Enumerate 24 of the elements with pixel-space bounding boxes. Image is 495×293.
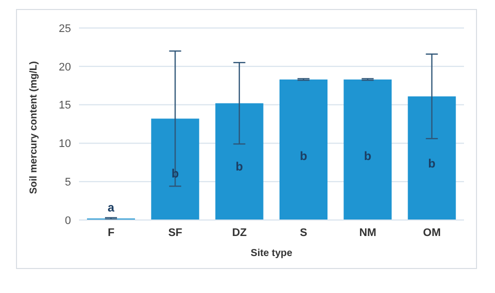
x-tick-label: S: [300, 226, 308, 239]
x-tick-label: NM: [359, 226, 376, 239]
annotation: b: [236, 160, 244, 174]
y-tick-label: 20: [58, 61, 71, 74]
bar: [151, 118, 200, 220]
x-tick-label: SF: [168, 226, 183, 239]
annotation: b: [428, 156, 436, 171]
x-axis-title: Site type: [250, 248, 293, 259]
bar: [344, 79, 392, 220]
y-tick-label: 0: [64, 214, 71, 227]
y-tick-label: 15: [58, 100, 71, 112]
x-tick-label: OM: [423, 226, 441, 239]
bar: [215, 103, 264, 220]
y-tick-label: 5: [64, 176, 71, 189]
annotation: b: [364, 148, 372, 163]
y-tick-label: 10: [58, 138, 71, 150]
bar: [280, 79, 328, 220]
y-tick-label: 25: [58, 22, 71, 35]
annotation: a: [108, 200, 115, 215]
y-axis-title: Soil mercury content (mg/L): [28, 61, 40, 194]
bar: [408, 96, 456, 220]
x-tick-label: DZ: [232, 226, 248, 239]
x-tick-label: F: [108, 226, 115, 239]
annotation: b: [300, 148, 308, 163]
